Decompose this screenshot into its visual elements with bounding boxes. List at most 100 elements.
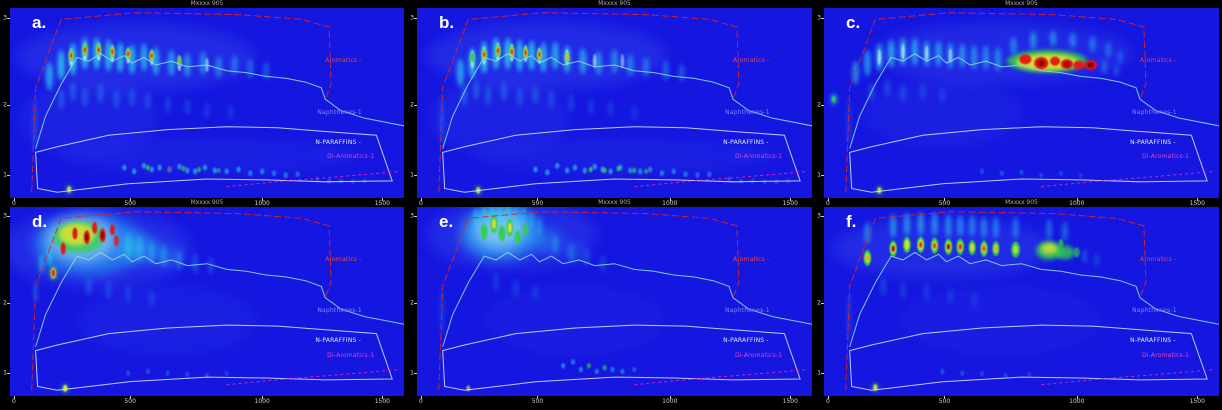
x-tick-mark xyxy=(944,396,946,399)
x-axis: 0 500 1000 1500 xyxy=(824,198,1219,208)
x-tick-mark xyxy=(827,396,829,399)
x-tick-mark xyxy=(1076,396,1078,399)
y-tick-mark xyxy=(7,216,10,218)
x-tick-label: 0 xyxy=(826,398,830,405)
chromatogram-plot-c xyxy=(830,12,1219,196)
y-tick-mark xyxy=(414,175,417,177)
y-tick-label: 2 xyxy=(410,101,414,109)
x-tick-label: 1000 xyxy=(1069,200,1085,207)
x-tick-label: 0 xyxy=(12,200,16,207)
x-tick-mark xyxy=(790,396,792,399)
panel-f: f. Mxxxx 905 Aromatics - Naphthenes-1 N-… xyxy=(817,199,1219,405)
panel-title: Mxxxx 905 xyxy=(190,0,224,7)
x-tick-mark xyxy=(262,198,264,201)
region-label-naphthenes: Naphthenes-1 xyxy=(1132,307,1177,315)
diaromatics-boundary xyxy=(226,369,401,386)
region-label-aromatics: Aromatics - xyxy=(733,256,770,264)
paraffins-boundary xyxy=(35,126,393,193)
panel-title: Mxxxx 905 xyxy=(598,0,631,7)
x-tick-label: 1500 xyxy=(1189,398,1205,405)
x-tick-mark xyxy=(669,198,671,201)
region-label-aromatics: Aromatics - xyxy=(733,57,770,65)
x-tick-label: 1500 xyxy=(782,398,798,405)
y-tick-mark xyxy=(7,17,10,19)
x-tick-mark xyxy=(130,198,132,201)
y-tick-label: 1 xyxy=(3,369,7,377)
y-tick-mark xyxy=(414,373,417,375)
region-label-paraffins: N-PARAFFINS - xyxy=(315,139,362,147)
x-tick-label: 500 xyxy=(124,398,136,405)
y-tick-mark xyxy=(821,175,824,177)
panel-letter-label: a. xyxy=(32,13,47,32)
y-tick-mark xyxy=(414,303,417,305)
y-tick-label: 3 xyxy=(817,14,821,21)
x-axis: 0 500 1000 1500 xyxy=(417,198,812,208)
region-label-paraffins: N-PARAFFINS - xyxy=(723,139,769,147)
aromatics-boundary xyxy=(845,12,1147,193)
region-label-aromatics: Aromatics - xyxy=(1140,256,1177,264)
naphthenes-boundary xyxy=(35,53,404,149)
x-tick-mark xyxy=(13,396,15,399)
region-label-diaromatics: Di-Aromatics-1 xyxy=(327,153,375,161)
aromatics-boundary xyxy=(845,211,1147,391)
y-tick-label: 2 xyxy=(817,299,821,307)
y-tick-label: 2 xyxy=(3,299,7,307)
paraffins-boundary xyxy=(849,324,1208,391)
y-tick-label: 2 xyxy=(410,299,414,307)
x-tick-label: 500 xyxy=(531,200,544,207)
diaromatics-boundary xyxy=(1041,170,1216,188)
y-tick-label: 3 xyxy=(410,212,414,220)
chromatogram-plot-e xyxy=(426,207,812,392)
panel-a: a. Mxxxx 905 Aromatics - Naphthenes-1 N-… xyxy=(3,0,404,207)
panel-title: Mxxxx 905 xyxy=(1005,199,1038,206)
x-tick-mark xyxy=(420,396,422,399)
x-tick-label: 1000 xyxy=(1069,398,1085,405)
x-tick-label: 1500 xyxy=(1189,200,1205,207)
diaromatics-boundary xyxy=(634,170,809,188)
x-tick-mark xyxy=(382,396,384,399)
region-label-paraffins: N-PARAFFINS - xyxy=(1130,139,1176,147)
y-axis: 3 2 1 xyxy=(407,207,417,396)
x-tick-mark xyxy=(262,396,264,399)
panel-e: e. Mxxxx 905 Aromatics - Naphthenes-1 N-… xyxy=(410,199,812,405)
region-label-diaromatics: Di-Aromatics-1 xyxy=(1141,153,1190,161)
region-label-paraffins: N-PARAFFINS - xyxy=(1130,337,1176,345)
x-tick-mark xyxy=(790,198,792,201)
y-tick-label: 1 xyxy=(817,171,821,179)
y-axis: 3 2 1 xyxy=(407,8,417,198)
aromatics-boundary xyxy=(438,211,740,391)
x-axis: 0 500 1000 1500 xyxy=(824,396,1219,406)
x-axis: 0 500 1000 1500 xyxy=(10,396,404,406)
panel-title: Mxxxx 905 xyxy=(190,199,224,206)
y-tick-mark xyxy=(414,104,417,106)
x-axis: 0 500 1000 1500 xyxy=(10,198,404,208)
panel-b: b. Mxxxx 905 Aromatics - Naphthenes-1 N-… xyxy=(410,0,812,207)
x-tick-label: 1500 xyxy=(782,200,798,207)
y-tick-mark xyxy=(821,104,824,106)
y-tick-label: 3 xyxy=(3,14,7,21)
chromatogram-plot-a xyxy=(16,12,404,195)
panel-letter-label: c. xyxy=(846,13,861,32)
y-tick-label: 1 xyxy=(817,369,821,377)
y-tick-mark xyxy=(821,303,824,305)
naphthenes-boundary xyxy=(849,53,1219,149)
paraffins-boundary xyxy=(35,324,393,391)
x-tick-mark xyxy=(944,198,946,201)
region-label-naphthenes: Naphthenes-1 xyxy=(317,108,362,116)
x-tick-label: 1000 xyxy=(254,398,270,405)
region-label-aromatics: Aromatics - xyxy=(1140,57,1177,65)
x-tick-mark xyxy=(827,198,829,201)
y-tick-label: 1 xyxy=(410,369,414,377)
x-tick-mark xyxy=(537,198,539,201)
naphthenes-boundary xyxy=(35,251,404,348)
diaromatics-boundary xyxy=(1041,369,1216,386)
chromatogram-plot-d xyxy=(10,208,404,394)
naphthenes-boundary xyxy=(849,251,1219,348)
y-tick-mark xyxy=(7,303,10,305)
x-tick-mark xyxy=(382,198,384,201)
x-tick-mark xyxy=(1197,198,1199,201)
y-tick-label: 2 xyxy=(817,101,821,109)
aromatics-boundary xyxy=(31,12,332,193)
x-tick-label: 1000 xyxy=(662,200,678,207)
